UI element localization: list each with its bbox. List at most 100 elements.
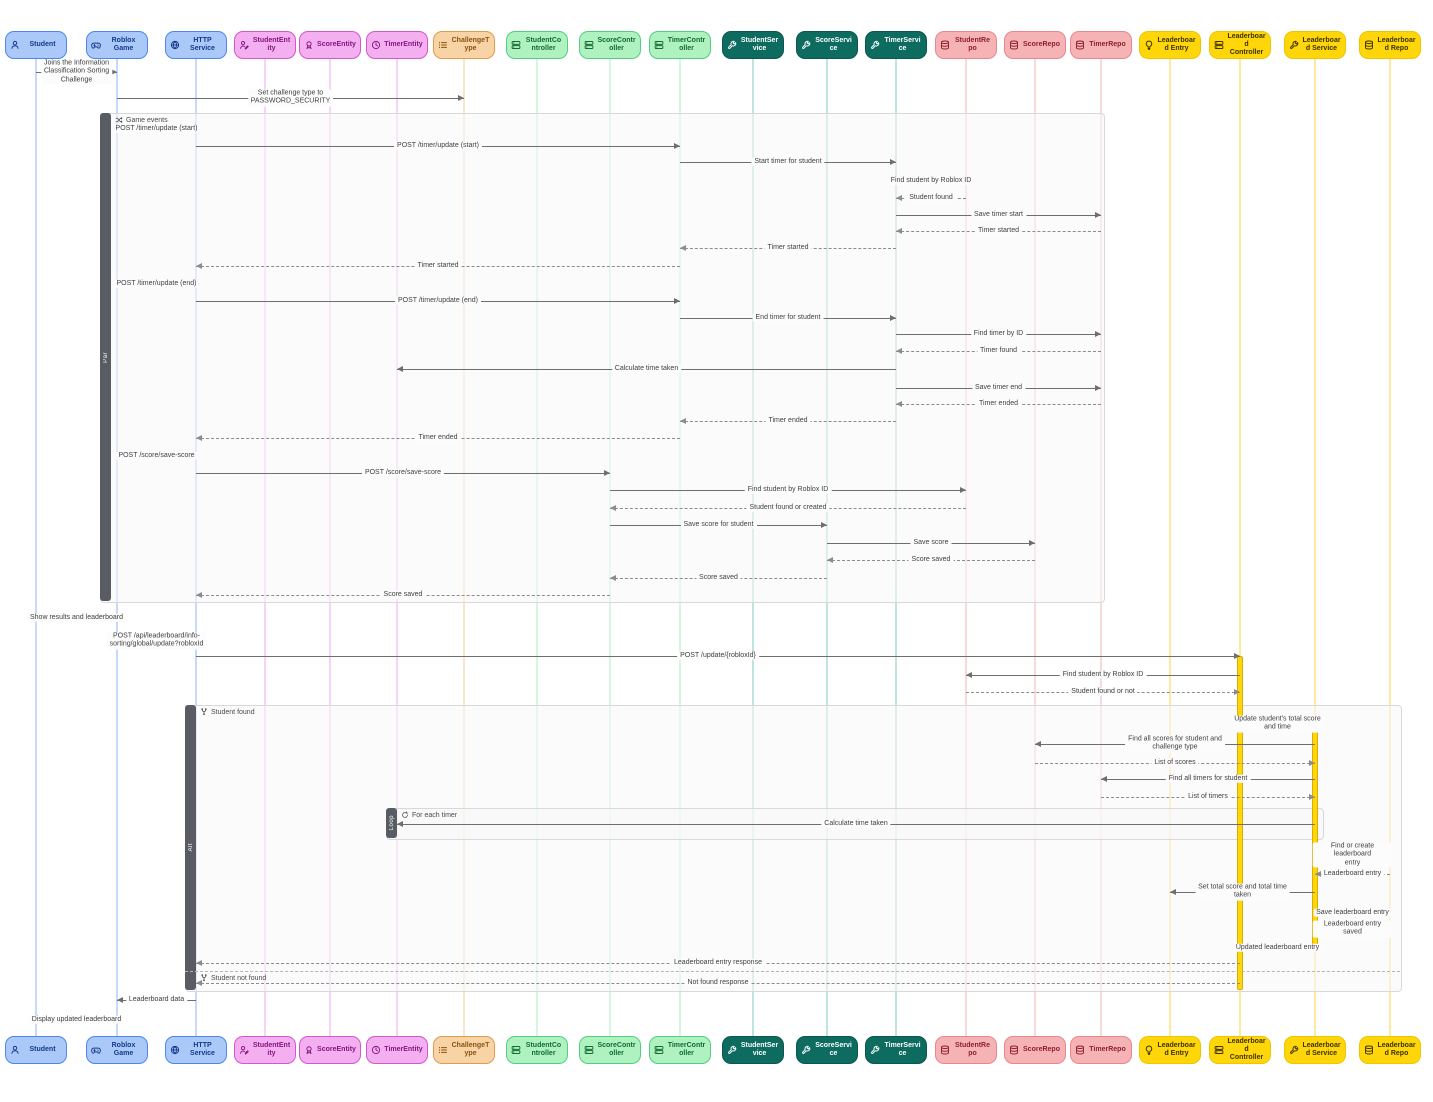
message-arrowhead (1095, 385, 1101, 391)
participant-label: StudentController (525, 1042, 562, 1057)
message-arrowhead (827, 557, 833, 563)
participant-score-controller-top[interactable]: ScoreController (579, 31, 641, 59)
wrench-icon (727, 40, 737, 50)
message-arrowhead (1315, 871, 1321, 877)
participant-score-repo-top[interactable]: ScoreRepo (1004, 31, 1066, 59)
participant-leaderboard-entry-top[interactable]: Leaderboard Entry (1139, 31, 1201, 59)
wrench-icon (728, 1045, 737, 1054)
participant-student-repo-top[interactable]: StudentRepo (935, 31, 997, 59)
participant-score-entity-bottom[interactable]: ScoreEntity (299, 1036, 361, 1064)
list-icon (438, 1045, 448, 1055)
message-arrowhead (966, 672, 972, 678)
participant-student-service-top[interactable]: StudentService (722, 31, 784, 59)
clock-icon (371, 1045, 381, 1055)
globe-icon (170, 40, 180, 50)
participant-label: TimerRepo (1089, 1046, 1126, 1054)
participant-student-top[interactable]: Student (5, 31, 67, 59)
participant-student-controller-top[interactable]: StudentController (506, 31, 568, 59)
participant-http-service-top[interactable]: HTTP Service (165, 31, 227, 59)
message-arrowhead (674, 298, 680, 304)
message-label: Leaderboard data (125, 995, 188, 1005)
participant-leaderboard-controller-bottom[interactable]: Leaderboard Controller (1209, 1036, 1271, 1064)
message-arrowhead (896, 401, 902, 407)
participant-student-controller-bottom[interactable]: StudentController (506, 1036, 568, 1064)
participant-leaderboard-repo-top[interactable]: Leaderboard Repo (1359, 31, 1421, 59)
participant-timer-repo-bottom[interactable]: TimerRepo (1070, 1036, 1132, 1064)
participant-label: TimerController (667, 37, 706, 52)
wrench-icon (1289, 1045, 1299, 1055)
message-label: Leaderboard entry (1320, 869, 1385, 879)
participant-leaderboard-repo-bottom[interactable]: Leaderboard Repo (1359, 1036, 1421, 1064)
message-arrowhead (890, 315, 896, 321)
participant-label: Leaderboard Entry (1157, 1042, 1196, 1057)
bulb-icon (1145, 40, 1153, 50)
message-label: Start timer for student (751, 157, 825, 167)
message-label: Find or create leaderboard entry (1312, 842, 1393, 868)
server-icon (654, 1045, 664, 1055)
message-label: Timer started (414, 261, 462, 271)
participant-score-repo-bottom[interactable]: ScoreRepo (1004, 1036, 1066, 1064)
message-arrowhead (1309, 760, 1315, 766)
participant-student-service-bottom[interactable]: StudentService (722, 1036, 784, 1064)
database-icon (941, 1045, 949, 1055)
participant-student-entity-top[interactable]: StudentEntity (234, 31, 296, 59)
student-found-alt-section2-text: Student not found (211, 974, 267, 982)
student-found-alt (185, 705, 1402, 992)
list-icon (438, 1047, 447, 1053)
participant-timer-repo-top[interactable]: TimerRepo (1070, 31, 1132, 59)
message-label: Find all scores for student and challeng… (1125, 735, 1225, 753)
wrench-icon (871, 40, 880, 49)
participant-timer-service-bottom[interactable]: TimerService (865, 1036, 927, 1064)
participant-student-bottom[interactable]: Student (5, 1036, 67, 1064)
list-icon (438, 42, 447, 48)
message-label: Update student's total score and time (1231, 715, 1324, 733)
participant-score-service-top[interactable]: ScoreService (796, 31, 858, 59)
participant-leaderboard-controller-top[interactable]: Leaderboard Controller (1209, 31, 1271, 59)
participant-challenge-type-bottom[interactable]: ChallengeType (433, 1036, 495, 1064)
message-label: Save leaderboard entry (1313, 908, 1392, 918)
participant-label: HTTP Service (190, 1042, 215, 1057)
participant-leaderboard-service-bottom[interactable]: Leaderboard Service (1284, 1036, 1346, 1064)
participant-challenge-type-top[interactable]: ChallengeType (433, 31, 495, 59)
participant-leaderboard-entry-bottom[interactable]: Leaderboard Entry (1139, 1036, 1201, 1064)
participant-roblox-game-bottom[interactable]: Roblox Game (86, 1036, 148, 1064)
message-label: Timer ended (975, 399, 1022, 409)
message-arrowhead (1035, 741, 1041, 747)
participant-score-controller-bottom[interactable]: ScoreController (579, 1036, 641, 1064)
server-icon (511, 41, 521, 49)
message-label: Set total score and total time taken (1195, 883, 1290, 901)
message-arrowhead (1170, 889, 1176, 895)
bulb-icon (1144, 1045, 1154, 1055)
participant-http-service-bottom[interactable]: HTTP Service (165, 1036, 227, 1064)
participant-timer-entity-top[interactable]: TimerEntity (366, 31, 428, 59)
participant-label: TimerRepo (1089, 41, 1126, 49)
participant-leaderboard-service-top[interactable]: Leaderboard Service (1284, 31, 1346, 59)
participant-label: ScoreEntity (317, 41, 356, 49)
participant-timer-service-top[interactable]: TimerService (865, 31, 927, 59)
message-arrowhead (680, 418, 686, 424)
student-found-alt-divider (185, 971, 1400, 972)
message-label: Student found (906, 193, 956, 203)
message-label: POST /timer/update (end) (113, 279, 200, 289)
participant-student-repo-bottom[interactable]: StudentRepo (935, 1036, 997, 1064)
participant-timer-controller-bottom[interactable]: TimerController (649, 1036, 711, 1064)
lifeline-leaderboard-entry (1169, 57, 1171, 1038)
participant-label: TimerEntity (384, 41, 423, 49)
lifeline-leaderboard-service (1314, 57, 1316, 1038)
participant-label: ScoreEntity (317, 1046, 356, 1054)
message-arrowhead (680, 245, 686, 251)
participant-timer-entity-bottom[interactable]: TimerEntity (366, 1036, 428, 1064)
participant-label: Leaderboard Controller (1227, 33, 1266, 56)
message-label: Find timer by ID (970, 329, 1027, 339)
participant-score-service-bottom[interactable]: ScoreService (796, 1036, 858, 1064)
game-events-frame (100, 113, 1105, 603)
database-icon (941, 40, 949, 50)
participant-timer-controller-top[interactable]: TimerController (649, 31, 711, 59)
participant-score-entity-top[interactable]: ScoreEntity (299, 31, 361, 59)
server-icon (654, 41, 664, 49)
participant-label: Student (29, 1046, 56, 1054)
participant-student-entity-bottom[interactable]: StudentEntity (234, 1036, 296, 1064)
participant-roblox-game-top[interactable]: Roblox Game (86, 31, 148, 59)
database-icon (1364, 1045, 1374, 1055)
message-arrowhead (896, 348, 902, 354)
